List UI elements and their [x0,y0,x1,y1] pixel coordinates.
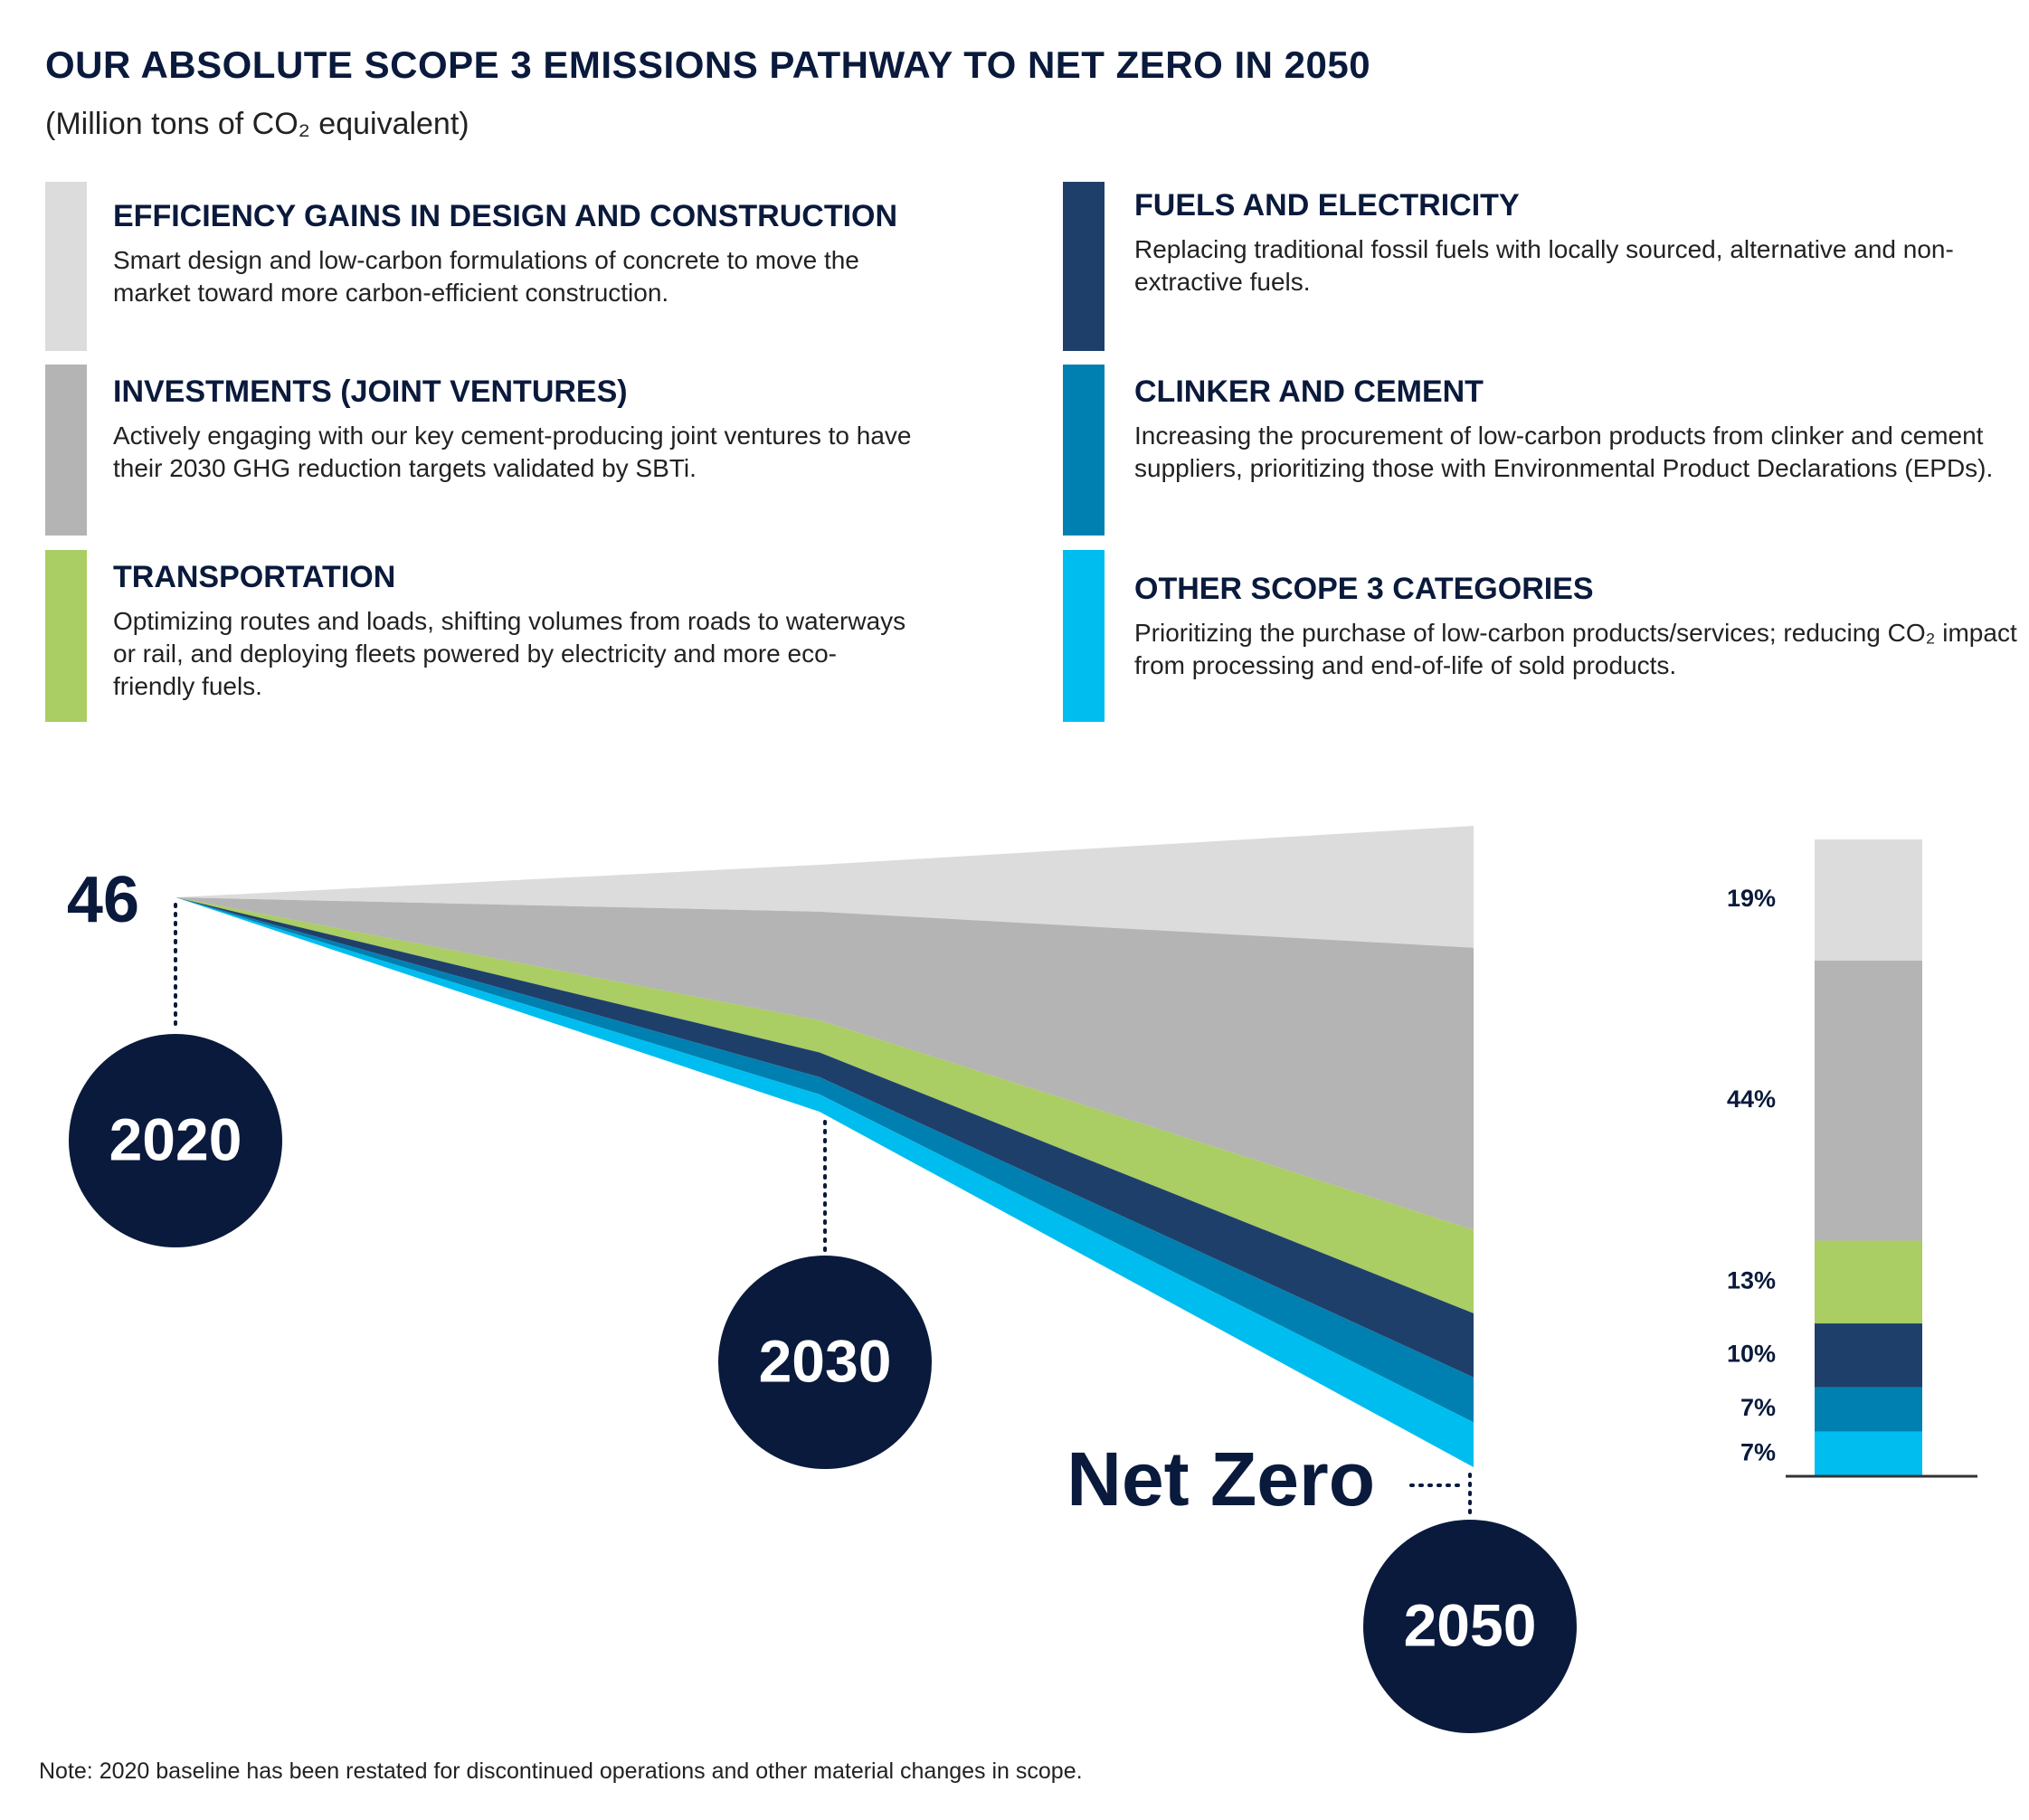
pathway-wedge [175,826,1474,948]
legend-title: EFFICIENCY GAINS IN DESIGN AND CONSTRUCT… [113,199,898,233]
value-label: 44% [1727,1085,1776,1113]
legend-swatch [1063,365,1105,536]
bar-segment [1815,839,1922,961]
legend-item: TRANSPORTATION Optimizing routes and load… [113,558,918,703]
pathway-wedge [175,897,1474,1230]
legend-description: Smart design and low-carbon formulations… [113,246,859,307]
legend-description: Replacing traditional fossil fuels with … [1134,235,1954,296]
legend-item: CLINKER AND CEMENT Increasing the procure… [1134,373,2021,485]
legend-title: FUELS AND ELECTRICITY [1134,188,1520,223]
legend-description: Actively engaging with our key cement-pr… [113,422,912,482]
year-label: 2020 [109,1105,242,1172]
legend-description: Increasing the procurement of low-carbon… [1134,422,1994,482]
legend-title: INVESTMENTS (JOINT VENTURES) [113,374,628,409]
year-circle [718,1256,932,1469]
bar-segment [1815,1323,1922,1388]
title: OUR ABSOLUTE SCOPE 3 EMISSIONS PATHWAY T… [45,43,1371,86]
year-label: 2030 [759,1327,892,1394]
value-label: 10% [1727,1340,1776,1367]
baseline-value: 46 [67,864,139,936]
legend-title: OTHER SCOPE 3 CATEGORIES [1134,572,1594,606]
legend-description: Optimizing routes and loads, shifting vo… [113,607,906,700]
year-circle [1363,1520,1577,1733]
legend-title: TRANSPORTATION [113,560,396,594]
legend-swatch [1063,182,1105,351]
legend-swatch [45,182,87,351]
value-label: 7% [1740,1438,1776,1465]
legend-description: Prioritizing the purchase of low-carbon … [1134,619,2017,679]
legend-item: INVESTMENTS (JOINT VENTURES) Actively eng… [113,373,918,485]
end-label: Net Zero [1067,1436,1375,1521]
legend-swatch [45,365,87,536]
subtitle: (Million tons of CO₂ equivalent) [45,107,469,141]
year-label: 2050 [1404,1591,1537,1658]
bar-segment [1815,1387,1922,1432]
note: Note: 2020 baseline has been restated fo… [39,1758,1083,1784]
year-circle [69,1034,282,1247]
bar-segment [1815,960,1922,1241]
value-label: 7% [1740,1394,1776,1421]
value-label: 19% [1727,885,1776,912]
bar-segment [1815,1240,1922,1324]
legend-item: OTHER SCOPE 3 CATEGORIES Prioritizing the… [1134,570,2021,682]
legend-title: CLINKER AND CEMENT [1134,374,1484,409]
value-label: 13% [1727,1266,1776,1294]
legend-swatch [45,550,87,722]
legend-item: FUELS AND ELECTRICITY Replacing tradition… [1134,186,2021,299]
bar-segment [1815,1431,1922,1476]
legend-swatch [1063,550,1105,722]
legend-item: EFFICIENCY GAINS IN DESIGN AND CONSTRUCT… [113,197,918,309]
